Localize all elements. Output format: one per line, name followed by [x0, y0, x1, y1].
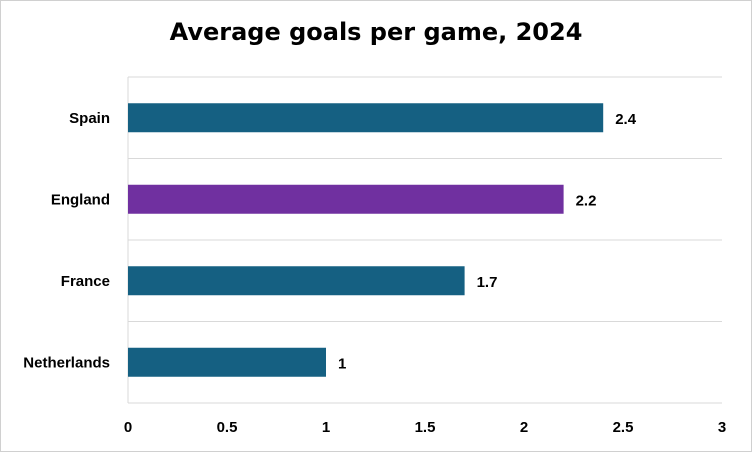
- value-label: 2.4: [615, 111, 637, 128]
- x-tick-label: 1.5: [415, 419, 436, 436]
- bar-france: [128, 266, 465, 296]
- x-tick-label: 0.5: [217, 419, 238, 436]
- bar-netherlands: [128, 347, 326, 377]
- x-tick-label: 2.5: [613, 419, 634, 436]
- bar-spain: [128, 103, 604, 133]
- category-label: England: [51, 191, 110, 208]
- value-label: 2.2: [576, 192, 597, 209]
- value-label: 1: [338, 355, 346, 372]
- x-tick-label: 1: [322, 419, 330, 436]
- x-tick-label: 0: [124, 419, 132, 436]
- category-label: France: [61, 273, 110, 290]
- category-label: Spain: [69, 110, 110, 127]
- x-tick-label: 2: [520, 419, 528, 436]
- bar-england: [128, 184, 564, 214]
- category-label: Netherlands: [23, 354, 110, 371]
- chart-title: Average goals per game, 2024: [169, 18, 583, 46]
- value-label: 1.7: [477, 274, 498, 291]
- x-tick-label: 3: [718, 419, 726, 436]
